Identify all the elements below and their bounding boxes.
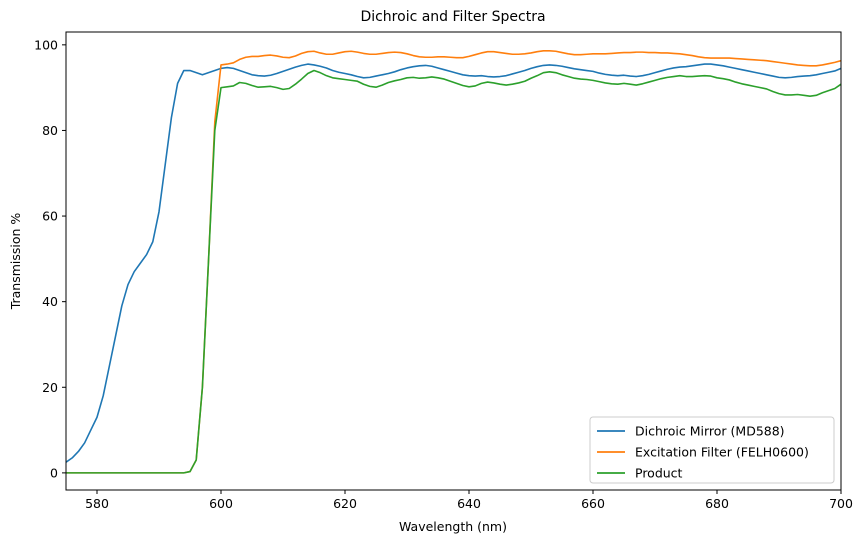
y-axis: 0 20 40 60 80 100 [34,37,66,480]
x-tick-label: 580 [85,496,109,511]
legend-label: Excitation Filter (FELH0600) [635,445,809,460]
x-tick-label: 700 [829,496,853,511]
y-tick-label: 60 [42,209,58,224]
series-lines [66,50,841,474]
x-axis: 580 600 620 640 660 680 700 [85,490,853,511]
x-tick-label: 660 [581,496,605,511]
y-tick-label: 40 [42,294,58,309]
chart-title: Dichroic and Filter Spectra [360,9,545,25]
y-tick-label: 0 [50,465,58,480]
y-tick-label: 20 [42,380,58,395]
series-line-3 [66,69,841,474]
x-tick-label: 640 [457,496,481,511]
x-axis-label: Wavelength (nm) [399,519,507,534]
y-tick-label: 80 [42,123,58,138]
legend-box [589,416,835,484]
x-tick-label: 600 [209,496,233,511]
plot-area [65,31,842,491]
plot-frame [65,31,842,491]
legend-label: Dichroic Mirror (MD588) [635,424,785,439]
y-tick-label: 100 [34,37,58,52]
legend-label: Product [635,466,683,481]
series-line-1 [66,63,841,463]
y-axis-label: Transmission % [8,213,23,311]
legend: Dichroic Mirror (MD588) Excitation Filter… [589,416,835,484]
series-line-2 [66,50,841,474]
x-tick-label: 680 [705,496,729,511]
x-tick-label: 620 [333,496,357,511]
